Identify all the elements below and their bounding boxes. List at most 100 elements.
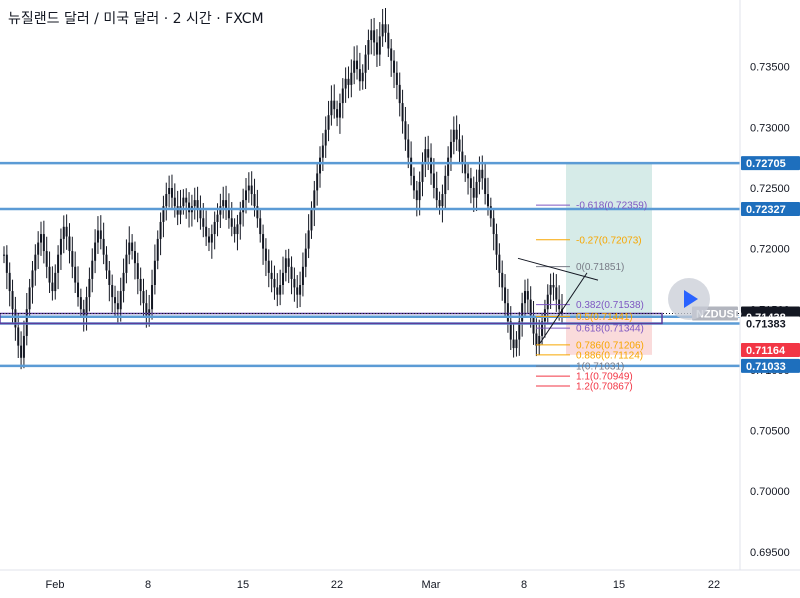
time-tick-label: Feb [46, 579, 65, 591]
entry-zone-rectangle[interactable] [0, 312, 663, 325]
candle-body [307, 230, 310, 249]
candle-body [59, 238, 62, 255]
candle-body [133, 251, 136, 264]
candle-body [230, 218, 233, 227]
candle-body [62, 226, 65, 239]
candle-body [367, 40, 370, 55]
chart-title: 뉴질랜드 달러 / 미국 달러 · 2 시간 · FXCM [8, 11, 264, 27]
price-tick-label: 0.70000 [750, 486, 790, 498]
candle-body [31, 270, 34, 288]
trend-line[interactable] [539, 272, 588, 344]
candle-body [512, 339, 515, 349]
candle-body [370, 30, 373, 41]
price-tag-label: 0.72327 [746, 204, 786, 216]
candle-body [156, 238, 159, 261]
position-profit-zone[interactable] [566, 163, 652, 317]
candle-body [344, 78, 347, 89]
candle-body [447, 157, 450, 176]
candle-body [501, 272, 504, 288]
fib-level-label: 0.5(0.71441) [576, 312, 633, 323]
candle-body [552, 285, 555, 288]
candle-body [40, 234, 43, 243]
candle-body [65, 226, 68, 237]
candle-body [8, 272, 11, 292]
candle-body [176, 206, 179, 215]
candle-body [518, 321, 521, 340]
candle-body [535, 333, 538, 346]
price-tick-label: 0.69500 [750, 547, 790, 559]
candle-body [321, 145, 324, 158]
candle-body [182, 197, 185, 207]
candle-body [424, 149, 427, 164]
candle-body [196, 200, 199, 210]
fib-level-label: 0.786(0.71206) [576, 340, 644, 351]
candle-body [253, 194, 256, 207]
candle-body [159, 221, 162, 239]
candle-body [227, 208, 230, 219]
candle-body [529, 299, 532, 316]
candle-body [34, 254, 37, 271]
candle-body [270, 272, 273, 279]
candle-body [486, 194, 489, 207]
candle-body [119, 291, 122, 310]
candle-body [301, 266, 304, 285]
price-tick-label: 0.72500 [750, 183, 790, 195]
candle-body [11, 291, 14, 310]
candle-body [438, 200, 441, 207]
candle-body [492, 218, 495, 235]
candle-body [273, 278, 276, 288]
candle-body [304, 248, 307, 267]
candle-body [244, 190, 247, 201]
candle-body [122, 272, 125, 292]
candle-body [108, 270, 111, 285]
candle-body [395, 72, 398, 85]
candle-body [279, 285, 282, 295]
price-tag [741, 316, 800, 331]
price-tag-label: 0.72705 [746, 158, 786, 170]
fib-level-label: 1.1(0.70949) [576, 372, 633, 383]
candle-body [412, 175, 415, 191]
candle-body [435, 187, 438, 201]
candle-body [384, 24, 387, 33]
candle-body [313, 190, 316, 210]
candle-body [88, 278, 91, 298]
candle-body [128, 242, 131, 255]
candle-body [484, 178, 487, 195]
candle-body [99, 230, 102, 239]
candle-body [393, 60, 396, 73]
candle-body [207, 236, 210, 243]
candle-body [324, 129, 327, 146]
candle-body [57, 254, 60, 273]
candle-body [441, 194, 444, 207]
replay-play-button[interactable] [668, 278, 710, 320]
fib-level-label: 0.618(0.71344) [576, 324, 644, 335]
candle-body [262, 234, 265, 249]
candle-body [162, 206, 165, 222]
candle-body [284, 258, 287, 273]
candle-body [509, 321, 512, 340]
candle-body [475, 181, 478, 198]
candle-body [145, 303, 148, 316]
candle-body [202, 218, 205, 227]
candle-body [455, 129, 458, 140]
candle-body [91, 260, 94, 279]
candle-body [472, 187, 475, 198]
candle-body [333, 100, 336, 110]
fib-level-label: 0(0.71851) [576, 262, 624, 273]
candle-body [336, 109, 339, 118]
candle-body [401, 103, 404, 122]
candle-body [213, 221, 216, 235]
price-tick-label: 0.73000 [750, 122, 790, 134]
candle-body [259, 218, 262, 235]
fib-level-label: 1(0.71031) [576, 362, 624, 373]
candle-body [526, 291, 529, 300]
candle-body [458, 139, 461, 152]
candle-body [350, 72, 353, 85]
time-tick-label: 15 [237, 579, 249, 591]
fib-level-label: 0.382(0.71538) [576, 300, 644, 311]
candle-body [282, 272, 284, 285]
candle-body [467, 173, 470, 179]
candle-body [239, 212, 242, 225]
